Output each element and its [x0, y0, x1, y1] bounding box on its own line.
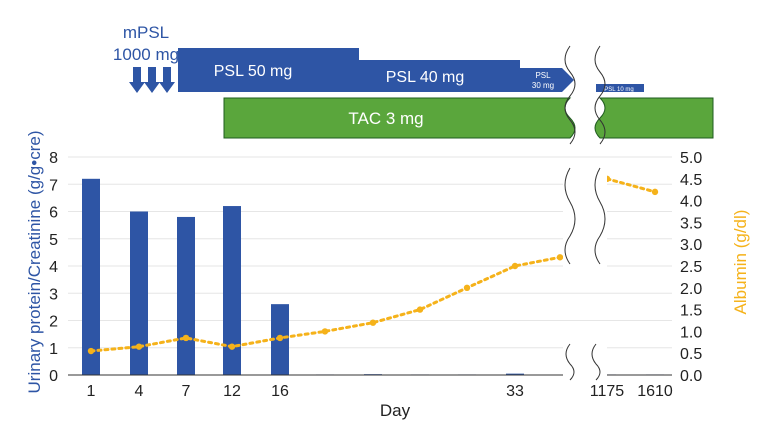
psl-50-label: PSL 50 mg — [214, 63, 293, 80]
psl-40-bar — [359, 60, 520, 92]
protein-bar — [177, 216, 195, 375]
x-tick-label: 4 — [135, 383, 144, 400]
albumin-point — [276, 334, 284, 342]
y-right-tick-label: 2.0 — [680, 281, 702, 298]
psl-30-bar — [520, 68, 574, 92]
tac-bar-right — [594, 97, 714, 139]
treatment-timeline: mPSL 1000 mg PSL 50 mg PSL 40 mg PSL 30 … — [113, 23, 714, 145]
y-right-tick-label: 1.0 — [680, 324, 702, 341]
protein-bar — [223, 206, 241, 375]
albumin-point — [369, 319, 377, 326]
mpsl-dose-label: 1000 mg — [113, 45, 179, 64]
x-tick-label: 7 — [182, 383, 191, 400]
albumin-point — [321, 328, 329, 335]
y-right-tick-label: 3.5 — [680, 215, 702, 232]
psl-40-label: PSL 40 mg — [386, 69, 465, 86]
albumin-line-segment — [89, 255, 562, 353]
psl-10-bar — [596, 84, 644, 92]
y-right-tick-label: 0.0 — [680, 368, 702, 385]
plot-break-mark-lower-left — [565, 343, 575, 381]
plot-break-mask-upper — [563, 160, 607, 270]
y-left-tick-label: 0 — [49, 368, 58, 385]
y-left-tick-label: 3 — [49, 286, 58, 303]
x-tick-label: 33 — [506, 383, 524, 400]
plot-break-mask-lower — [563, 340, 607, 380]
y-axis-left-ticks: 0 1 2 3 4 5 6 7 8 — [49, 150, 58, 385]
albumin-point — [87, 347, 95, 355]
plot-break-mark-lower-right — [591, 343, 601, 381]
y-right-tick-label: 0.5 — [680, 346, 702, 363]
mpsl-pulse-arrow — [159, 67, 175, 93]
mpsl-pulse-arrow — [129, 67, 145, 93]
x-tick-label: 12 — [223, 383, 241, 400]
psl-10-label: PSL 10 mg — [604, 87, 633, 93]
timeline-break-mark-right — [594, 45, 606, 145]
y-axis-left-label: Urinary protein/Creatinine (g/g•cre) — [25, 131, 44, 394]
y-right-tick-label: 1.5 — [680, 303, 702, 320]
psl-50-bar — [178, 48, 359, 92]
y-right-tick-label: 3.0 — [680, 237, 702, 254]
x-tick-label: 1610 — [637, 383, 673, 400]
y-right-tick-label: 4.5 — [680, 172, 702, 189]
mpsl-pulse-arrow — [144, 67, 160, 93]
tac-label: TAC 3 mg — [348, 109, 423, 128]
x-tick-label: 16 — [271, 383, 289, 400]
x-tick-label: 1175 — [590, 383, 625, 400]
psl-30-label-line1: PSL — [535, 71, 551, 80]
y-right-tick-label: 5.0 — [680, 150, 702, 167]
albumin-line — [87, 175, 659, 355]
mpsl-label: mPSL — [123, 23, 169, 42]
y-left-tick-label: 5 — [49, 232, 58, 249]
albumin-point — [463, 284, 471, 291]
timeline-break-mark-left — [564, 45, 576, 145]
mpsl-pulse-arrows — [129, 67, 175, 93]
albumin-point — [556, 254, 564, 261]
y-left-tick-label: 2 — [49, 314, 58, 331]
plot-break-mark-upper-right — [594, 167, 606, 265]
albumin-point — [416, 306, 424, 313]
protein-bars — [82, 178, 664, 376]
x-tick-label: 1 — [87, 383, 96, 400]
y-left-tick-label: 1 — [49, 341, 58, 358]
y-left-tick-label: 6 — [49, 205, 58, 222]
y-left-tick-label: 4 — [49, 259, 58, 276]
y-left-tick-label: 7 — [49, 177, 58, 194]
y-left-tick-label: 8 — [49, 150, 58, 167]
albumin-point — [135, 343, 143, 350]
albumin-point — [182, 334, 190, 342]
albumin-point — [511, 262, 519, 270]
albumin-line-segment — [605, 177, 657, 194]
y-axis-right-label: Albumin (g/dl) — [731, 210, 750, 315]
albumin-point — [228, 343, 236, 350]
protein-bar — [506, 373, 524, 375]
x-axis-label: Day — [380, 401, 411, 420]
y-right-tick-label: 4.0 — [680, 194, 702, 211]
plot-break-mark-upper-left — [564, 167, 576, 265]
psl-30-label-line2: 30 mg — [532, 81, 554, 90]
protein-bar — [130, 211, 148, 375]
protein-bar — [82, 178, 100, 375]
y-axis-right-ticks: 0.0 0.5 1.0 1.5 2.0 2.5 3.0 3.5 4.0 4.5 5.0 — [680, 150, 702, 385]
y-right-tick-label: 2.5 — [680, 259, 702, 276]
albumin-point — [651, 188, 659, 196]
x-axis-ticks: 1 4 7 12 16 33 1175 1610 — [87, 383, 673, 400]
